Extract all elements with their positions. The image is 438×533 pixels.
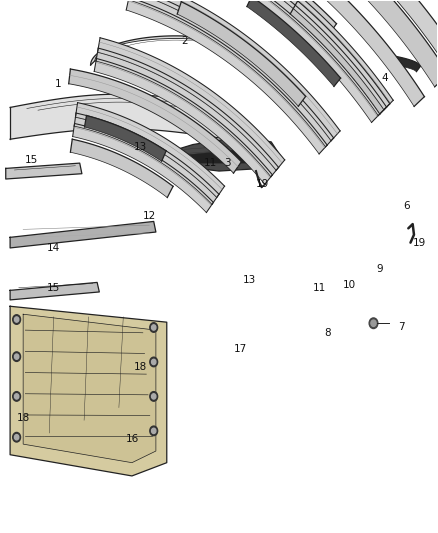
Text: 12: 12 — [143, 211, 156, 221]
Polygon shape — [94, 59, 272, 184]
Text: 16: 16 — [125, 434, 138, 444]
Circle shape — [13, 392, 21, 401]
Text: 15: 15 — [47, 282, 60, 293]
Circle shape — [150, 357, 158, 367]
Polygon shape — [131, 0, 340, 141]
Polygon shape — [226, 0, 438, 100]
Polygon shape — [166, 0, 387, 116]
Polygon shape — [73, 124, 213, 213]
Text: 10: 10 — [343, 280, 356, 290]
Polygon shape — [98, 38, 285, 171]
Polygon shape — [164, 0, 380, 123]
Polygon shape — [75, 103, 225, 198]
Text: 17: 17 — [234, 344, 247, 354]
Polygon shape — [128, 0, 334, 147]
Polygon shape — [6, 163, 82, 179]
Polygon shape — [169, 0, 393, 110]
Text: 8: 8 — [325, 328, 331, 338]
Circle shape — [13, 352, 21, 361]
Polygon shape — [10, 221, 156, 248]
Polygon shape — [10, 306, 167, 476]
Circle shape — [14, 434, 19, 440]
Circle shape — [150, 392, 158, 401]
Text: 7: 7 — [399, 322, 405, 333]
Polygon shape — [96, 48, 279, 177]
Polygon shape — [177, 2, 306, 106]
Text: 18: 18 — [17, 413, 30, 423]
Polygon shape — [74, 113, 219, 205]
Circle shape — [369, 318, 378, 328]
Text: 2: 2 — [181, 36, 187, 46]
Text: 11: 11 — [312, 282, 326, 293]
Text: 9: 9 — [377, 264, 383, 274]
Polygon shape — [91, 36, 260, 65]
Polygon shape — [167, 136, 280, 171]
Polygon shape — [247, 0, 341, 86]
Polygon shape — [202, 0, 438, 87]
Text: 11: 11 — [204, 158, 217, 168]
Polygon shape — [10, 94, 228, 139]
Text: 13: 13 — [243, 274, 256, 285]
Text: 14: 14 — [47, 243, 60, 253]
Circle shape — [13, 432, 21, 442]
Circle shape — [152, 394, 156, 399]
Polygon shape — [85, 116, 166, 161]
Circle shape — [152, 359, 156, 365]
Circle shape — [14, 394, 19, 399]
Circle shape — [152, 325, 156, 330]
Text: 18: 18 — [134, 362, 147, 372]
Text: 1: 1 — [55, 78, 61, 88]
Text: 15: 15 — [25, 156, 39, 165]
Circle shape — [150, 426, 158, 435]
Polygon shape — [23, 314, 156, 463]
Circle shape — [14, 354, 19, 359]
Text: 13: 13 — [134, 142, 147, 152]
Polygon shape — [389, 56, 421, 71]
Polygon shape — [126, 0, 327, 154]
Text: 6: 6 — [403, 200, 410, 211]
Polygon shape — [69, 69, 241, 173]
Text: 3: 3 — [224, 158, 231, 168]
Text: 19: 19 — [413, 238, 426, 248]
Polygon shape — [308, 0, 424, 107]
Text: 4: 4 — [381, 73, 388, 83]
Circle shape — [14, 317, 19, 322]
Text: 19: 19 — [256, 179, 269, 189]
Circle shape — [371, 320, 376, 326]
Circle shape — [13, 315, 21, 324]
Circle shape — [152, 428, 156, 433]
Circle shape — [150, 322, 158, 332]
Polygon shape — [184, 150, 262, 163]
Polygon shape — [10, 282, 99, 300]
Polygon shape — [290, 1, 390, 114]
Polygon shape — [121, 0, 336, 38]
Polygon shape — [71, 139, 173, 198]
